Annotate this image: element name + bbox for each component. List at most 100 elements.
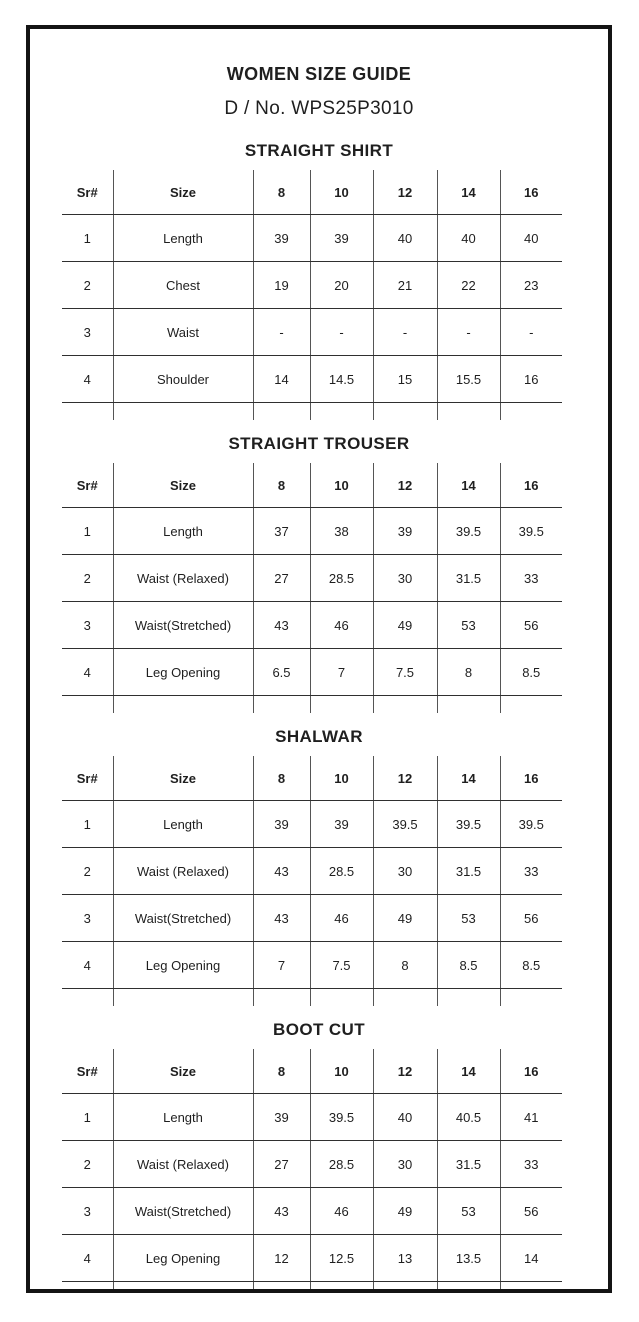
cell-measure: Length [112, 1093, 253, 1141]
table-header-row: Sr# Size 8 10 12 14 16 [62, 463, 562, 508]
section-straight-shirt: STRAIGHT SHIRT Sr# Size 8 10 12 14 16 1 … [30, 141, 608, 420]
cell-value: 40.5 [436, 1093, 500, 1141]
column-stub [62, 1282, 113, 1290]
cell-value: 49 [372, 894, 437, 942]
header-size-12: 12 [372, 1049, 437, 1094]
cell-value: 6.5 [252, 648, 310, 696]
column-stub-row [62, 695, 562, 714]
header-size-10: 10 [309, 756, 373, 801]
cell-value: 8.5 [436, 941, 500, 989]
header-size: Size [112, 463, 253, 508]
header-size-12: 12 [372, 756, 437, 801]
cell-value: 56 [499, 601, 562, 649]
cell-measure: Shoulder [112, 355, 253, 403]
table-row: 2 Waist (Relaxed) 27 28.5 30 31.5 33 [62, 554, 562, 602]
page-title: WOMEN SIZE GUIDE [226, 64, 412, 84]
cell-value: - [499, 308, 562, 356]
cell-value: - [436, 308, 500, 356]
column-stub [252, 402, 310, 420]
column-stub [62, 989, 113, 1007]
cell-value: 39 [252, 800, 310, 848]
cell-value: 56 [499, 894, 562, 942]
cell-value: 53 [436, 894, 500, 942]
cell-measure: Leg Opening [112, 941, 253, 989]
header-size-10: 10 [309, 1049, 373, 1094]
header-size-8: 8 [252, 463, 310, 508]
table-row: 1 Length 39 39 39.5 39.5 39.5 [62, 800, 562, 848]
column-stub [62, 696, 113, 714]
cell-value: 27 [252, 554, 310, 602]
cell-value: 31.5 [436, 847, 500, 895]
header-size: Size [112, 170, 253, 215]
design-number: D / No. WPS25P3010 [224, 98, 414, 119]
cell-sr: 1 [62, 1093, 113, 1141]
column-stub [499, 695, 562, 713]
header-size-8: 8 [252, 1049, 310, 1094]
size-table: Sr# Size 8 10 12 14 16 1 Length 39 39 40… [62, 170, 562, 420]
cell-value: 39 [309, 214, 373, 262]
cell-value: 8.5 [499, 941, 562, 989]
cell-measure: Waist(Stretched) [112, 1187, 253, 1235]
cell-sr: 3 [62, 894, 113, 942]
section-title: STRAIGHT SHIRT [244, 141, 394, 160]
section-title: STRAIGHT TROUSER [228, 434, 410, 453]
cell-measure: Waist (Relaxed) [112, 847, 253, 895]
table-row: 3 Waist(Stretched) 43 46 49 53 56 [62, 1187, 562, 1235]
column-stub [309, 695, 373, 713]
cell-value: 20 [309, 261, 373, 309]
cell-value: 39 [372, 507, 437, 555]
cell-sr: 3 [62, 601, 113, 649]
cell-value: 40 [372, 1093, 437, 1141]
cell-value: 33 [499, 554, 562, 602]
cell-value: 41 [499, 1093, 562, 1141]
cell-measure: Waist(Stretched) [112, 601, 253, 649]
cell-value: 13 [372, 1234, 437, 1282]
table-header-row: Sr# Size 8 10 12 14 16 [62, 1049, 562, 1094]
cell-value: 33 [499, 847, 562, 895]
cell-value: 40 [436, 214, 500, 262]
cell-value: 14 [252, 355, 310, 403]
cell-value: 19 [252, 261, 310, 309]
cell-sr: 2 [62, 554, 113, 602]
header-size-8: 8 [252, 756, 310, 801]
header-size-12: 12 [372, 463, 437, 508]
cell-value: 28.5 [309, 847, 373, 895]
column-stub [309, 402, 373, 420]
column-stub [62, 403, 113, 421]
cell-value: 56 [499, 1187, 562, 1235]
table-row: 1 Length 39 39 40 40 40 [62, 214, 562, 262]
cell-value: 40 [372, 214, 437, 262]
cell-sr: 4 [62, 1234, 113, 1282]
header-sr: Sr# [62, 756, 113, 801]
cell-value: 43 [252, 847, 310, 895]
cell-sr: 4 [62, 355, 113, 403]
cell-value: 30 [372, 847, 437, 895]
table-row: 4 Leg Opening 12 12.5 13 13.5 14 [62, 1234, 562, 1282]
cell-value: 21 [372, 261, 437, 309]
cell-value: 23 [499, 261, 562, 309]
column-stub [112, 1281, 253, 1289]
cell-sr: 1 [62, 214, 113, 262]
header-sr: Sr# [62, 170, 113, 215]
cell-measure: Waist [112, 308, 253, 356]
table-row: 1 Length 37 38 39 39.5 39.5 [62, 507, 562, 555]
cell-value: 27 [252, 1140, 310, 1188]
column-stub [499, 988, 562, 1006]
cell-sr: 3 [62, 308, 113, 356]
header-size-10: 10 [309, 463, 373, 508]
column-stub [309, 1281, 373, 1289]
page-frame: WOMEN SIZE GUIDE D / No. WPS25P3010 STRA… [26, 25, 612, 1293]
table-row: 1 Length 39 39.5 40 40.5 41 [62, 1093, 562, 1141]
cell-value: 30 [372, 1140, 437, 1188]
section-boot-cut: BOOT CUT Sr# Size 8 10 12 14 16 1 Length… [30, 1020, 608, 1290]
header-size: Size [112, 1049, 253, 1094]
cell-measure: Waist(Stretched) [112, 894, 253, 942]
cell-value: 46 [309, 894, 373, 942]
cell-value: 28.5 [309, 554, 373, 602]
cell-value: 39.5 [372, 800, 437, 848]
column-stub-row [62, 988, 562, 1007]
cell-measure: Length [112, 800, 253, 848]
size-table: Sr# Size 8 10 12 14 16 1 Length 39 39.5 … [62, 1049, 562, 1290]
cell-measure: Leg Opening [112, 648, 253, 696]
header-size-16: 16 [499, 170, 562, 215]
